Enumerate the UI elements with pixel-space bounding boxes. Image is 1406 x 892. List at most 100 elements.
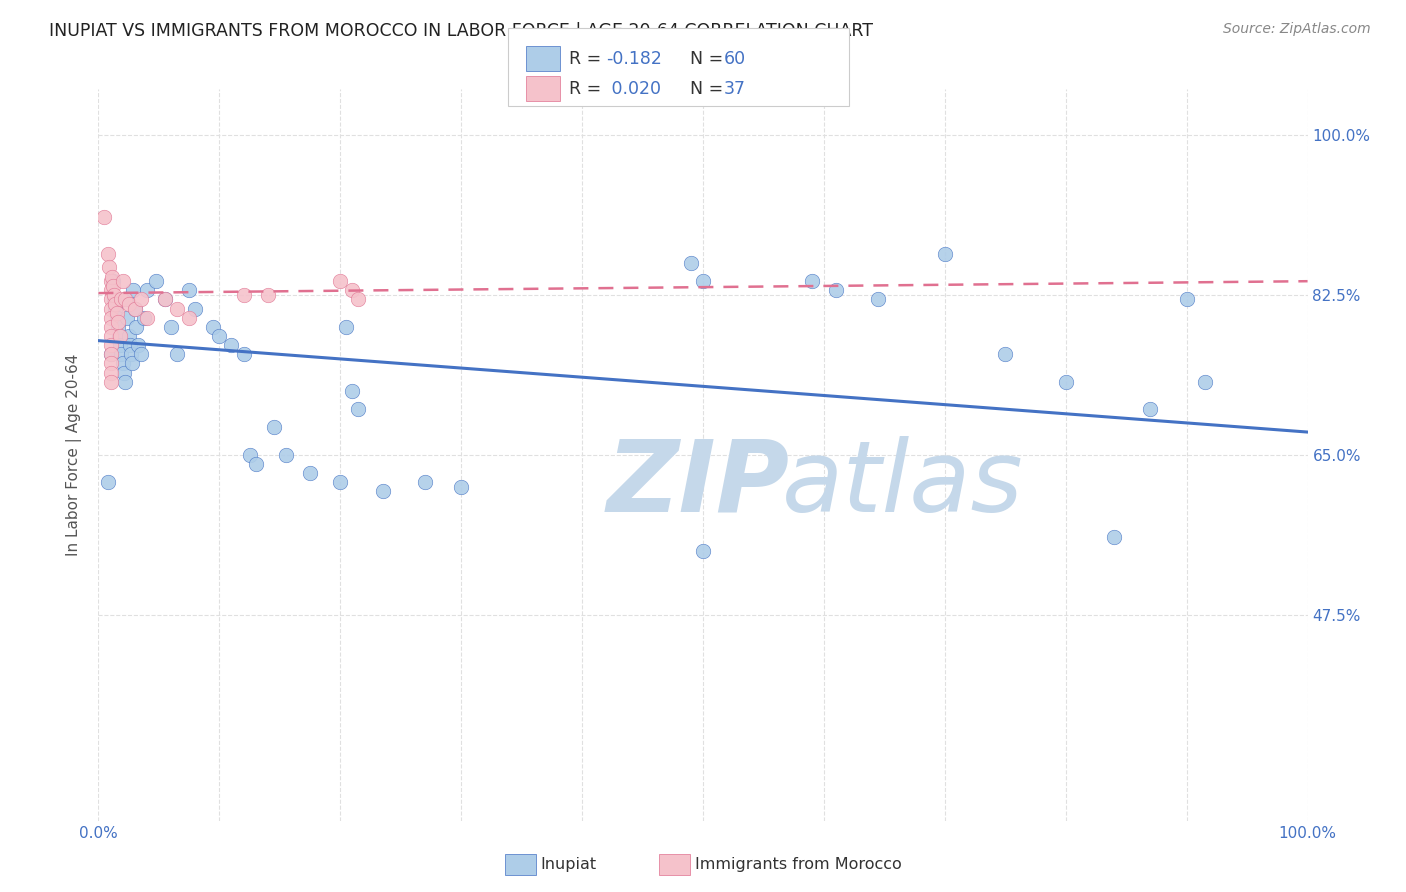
Text: ZIP: ZIP <box>606 435 789 533</box>
Point <box>93 210 115 224</box>
Point <box>129 293 152 307</box>
Text: N =: N = <box>679 80 728 98</box>
Text: INUPIAT VS IMMIGRANTS FROM MOROCCO IN LABOR FORCE | AGE 20-64 CORRELATION CHART: INUPIAT VS IMMIGRANTS FROM MOROCCO IN LA… <box>49 22 873 40</box>
Point <box>100 347 122 361</box>
Text: Inupiat: Inupiat <box>540 857 596 871</box>
Point <box>98 260 121 275</box>
Text: R =: R = <box>569 50 607 68</box>
Point <box>274 448 297 462</box>
Point <box>103 293 125 307</box>
Point <box>347 402 370 417</box>
Point <box>104 301 127 316</box>
Point <box>108 329 131 343</box>
Point <box>111 274 134 288</box>
Point <box>232 288 254 302</box>
Point <box>97 475 120 490</box>
Point <box>800 274 823 288</box>
Point <box>934 246 956 260</box>
Y-axis label: In Labor Force | Age 20-64: In Labor Force | Age 20-64 <box>66 354 83 556</box>
Point <box>342 384 364 398</box>
Point <box>103 288 125 302</box>
Point <box>263 420 285 434</box>
Point <box>208 329 231 343</box>
Point <box>110 293 132 307</box>
Point <box>335 319 357 334</box>
Point <box>679 256 702 270</box>
Point <box>118 329 141 343</box>
Point <box>100 284 122 298</box>
Point <box>127 338 149 352</box>
Point <box>100 347 122 361</box>
Point <box>101 278 124 293</box>
Point <box>153 293 176 307</box>
Text: atlas: atlas <box>782 435 1024 533</box>
Point <box>108 329 131 343</box>
Point <box>179 310 201 325</box>
Point <box>134 310 156 325</box>
Point <box>342 284 364 298</box>
Point <box>107 319 129 334</box>
Text: 60: 60 <box>724 50 747 68</box>
Point <box>100 274 122 288</box>
Point <box>100 301 122 316</box>
Point <box>160 319 183 334</box>
Point <box>1139 402 1161 417</box>
Point <box>100 375 122 389</box>
Text: R =: R = <box>569 80 607 98</box>
Point <box>145 274 167 288</box>
Text: N =: N = <box>679 50 728 68</box>
Point <box>120 347 142 361</box>
Point <box>105 306 128 320</box>
Point <box>115 293 138 307</box>
Point <box>100 366 122 380</box>
Point <box>118 297 141 311</box>
Point <box>97 246 120 260</box>
Point <box>256 288 278 302</box>
Point <box>868 293 890 307</box>
Point <box>100 319 122 334</box>
Point <box>100 269 122 284</box>
Point <box>100 293 122 307</box>
Point <box>107 315 129 329</box>
Point <box>166 347 188 361</box>
Point <box>413 475 436 490</box>
Text: Immigrants from Morocco: Immigrants from Morocco <box>695 857 901 871</box>
Point <box>1194 375 1216 389</box>
Point <box>122 284 145 298</box>
Point <box>111 356 134 371</box>
Point <box>104 297 127 311</box>
Point <box>125 319 148 334</box>
Point <box>1175 293 1198 307</box>
Point <box>100 310 122 325</box>
Text: 0.020: 0.020 <box>606 80 661 98</box>
Point <box>105 310 128 325</box>
Point <box>108 338 131 352</box>
Point <box>184 301 207 316</box>
Point <box>114 293 136 307</box>
Point <box>110 347 132 361</box>
Point <box>166 301 188 316</box>
Point <box>114 375 136 389</box>
Point <box>135 284 157 298</box>
Point <box>221 338 243 352</box>
Point <box>232 347 254 361</box>
Text: Source: ZipAtlas.com: Source: ZipAtlas.com <box>1223 22 1371 37</box>
Point <box>692 544 714 558</box>
Point <box>121 356 143 371</box>
Point <box>347 293 370 307</box>
Point <box>994 347 1017 361</box>
Point <box>1102 530 1125 544</box>
Point <box>245 457 267 471</box>
Point <box>118 338 141 352</box>
Point <box>450 480 472 494</box>
Point <box>124 301 146 316</box>
Point <box>135 310 157 325</box>
Point <box>124 301 146 316</box>
Point <box>1054 375 1077 389</box>
Point <box>100 338 122 352</box>
Text: -0.182: -0.182 <box>606 50 662 68</box>
Point <box>179 284 201 298</box>
Point <box>112 366 135 380</box>
Point <box>100 329 122 343</box>
Point <box>101 274 124 288</box>
